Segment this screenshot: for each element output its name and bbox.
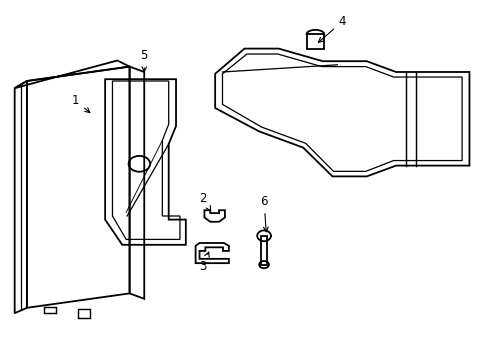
Text: 1: 1 bbox=[72, 94, 90, 113]
Text: 3: 3 bbox=[199, 252, 209, 273]
Text: 6: 6 bbox=[260, 195, 268, 232]
Text: 4: 4 bbox=[318, 15, 346, 42]
Text: 2: 2 bbox=[199, 192, 210, 211]
Text: 5: 5 bbox=[140, 49, 148, 72]
